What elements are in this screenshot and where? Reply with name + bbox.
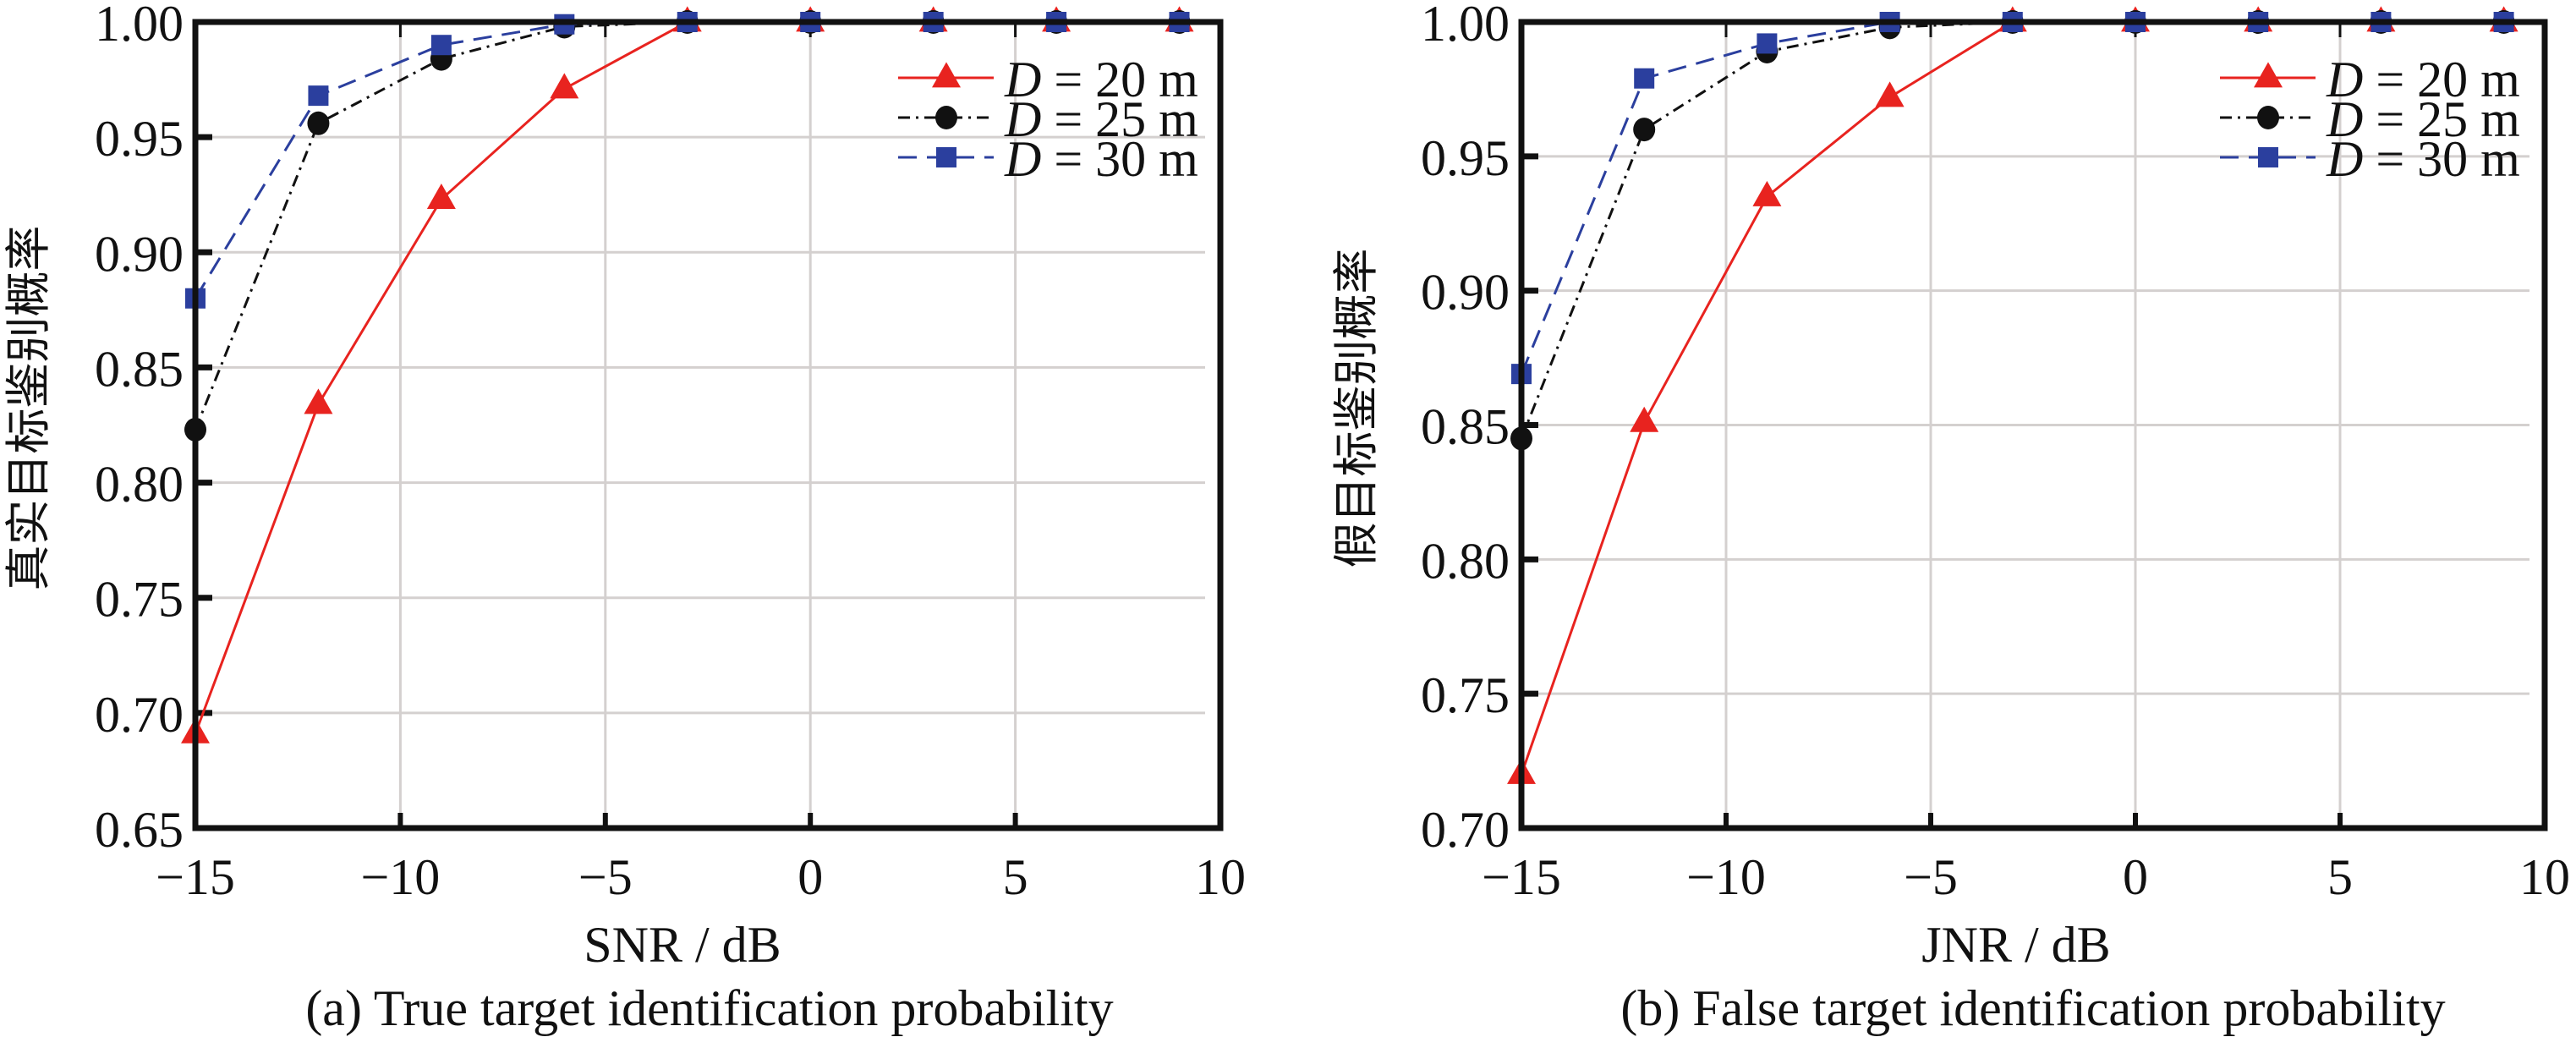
x-tick-label: 0 — [2123, 849, 2148, 905]
x-tick-label: −15 — [1482, 849, 1561, 905]
x-tick-label: −5 — [1904, 849, 1958, 905]
legend-label-variable: D — [2326, 52, 2363, 107]
y-tick-label: 0.75 — [1421, 667, 1510, 723]
figure-caption: (a) True target identification probabili… — [305, 980, 1113, 1036]
chart-false-target-identification: −15 −10 −5 0 5 10 0.70 0.75 0.80 0.85 0.90 0.95 1.00… — [1329, 0, 2570, 1036]
legend-marker-triangle — [2254, 62, 2283, 88]
y-tick-label: 0.80 — [1421, 533, 1510, 589]
grid — [195, 22, 1205, 828]
y-tick-label: 0.70 — [95, 687, 184, 743]
legend: D = 20 mD = 25 mD = 30 m — [2220, 52, 2520, 187]
legend-label-variable: D — [2326, 91, 2363, 147]
legend-label-value: = 30 m — [2363, 131, 2520, 187]
legend-label-variable: D — [1004, 131, 1041, 187]
legend-label-variable: D — [1004, 91, 1041, 147]
legend-label: D = 20 m — [1004, 52, 1198, 107]
grid — [1521, 22, 2529, 828]
x-tick-label: 5 — [1003, 849, 1028, 905]
data-point-triangle — [1630, 406, 1659, 432]
data-point-circle — [1633, 118, 1656, 142]
legend-label: D = 20 m — [2326, 52, 2520, 107]
y-tick-label: 0.70 — [1421, 802, 1510, 858]
legend-label-value: = 20 m — [2363, 52, 2520, 107]
x-tick-label: 10 — [1195, 849, 1246, 905]
x-tick-label: −15 — [156, 849, 235, 905]
legend-label-value: = 25 m — [2363, 91, 2520, 147]
legend-label-value: = 20 m — [1041, 52, 1198, 107]
y-tick-label: 0.90 — [95, 226, 184, 282]
y-tick-label: 0.90 — [1421, 265, 1510, 321]
y-axis-label: 真实目标鉴别概率 — [2, 226, 55, 591]
data-point-square — [1634, 68, 1655, 89]
legend-marker-circle — [2257, 106, 2279, 129]
plot-frame — [1518, 19, 2548, 831]
plot-frame — [192, 19, 1224, 831]
legend-label-variable: D — [1004, 52, 1041, 107]
data-point-circle — [307, 111, 330, 135]
data-point-triangle — [550, 73, 579, 99]
chart-true-target-identification: −15 −10 −5 0 5 10 0.65 0.70 0.75 0.80 0.85 0.90 0.95… — [2, 0, 1246, 1036]
y-tick-label: 0.80 — [95, 457, 184, 513]
legend-marker-square — [2258, 147, 2278, 167]
y-tick-label: 0.95 — [1421, 130, 1510, 186]
legend-marker-triangle — [932, 62, 961, 88]
x-tick-label: 5 — [2327, 849, 2353, 905]
legend-label: D = 30 m — [1004, 131, 1198, 187]
y-tick-label: 1.00 — [1421, 0, 1510, 52]
legend: D = 20 mD = 25 mD = 30 m — [898, 52, 1198, 187]
x-axis-label: SNR / dB — [584, 917, 781, 973]
legend-label-value: = 25 m — [1041, 91, 1198, 147]
data-point-triangle — [1875, 81, 1905, 107]
data-point-square — [308, 85, 329, 107]
x-tick-label: −10 — [1686, 849, 1766, 905]
legend-label: D = 30 m — [2326, 131, 2520, 187]
y-tick-label: 0.75 — [95, 572, 184, 628]
y-tick-label: 1.00 — [95, 0, 184, 52]
data-point-triangle — [1752, 180, 1782, 206]
data-point-square — [430, 35, 452, 56]
x-tick-label: 10 — [2519, 849, 2570, 905]
legend-label-variable: D — [2326, 131, 2363, 187]
y-tick-label: 0.85 — [95, 341, 184, 397]
x-axis-label: JNR / dB — [1921, 917, 2110, 973]
x-tick-label: −10 — [360, 849, 440, 905]
figure-caption: (b) False target identification probabil… — [1620, 980, 2445, 1036]
legend-label: D = 25 m — [2326, 91, 2520, 147]
y-axis-label: 假目标鉴别概率 — [1329, 249, 1383, 568]
legend-label-value: = 30 m — [1041, 131, 1198, 187]
legend-label: D = 25 m — [1004, 91, 1198, 147]
legend-marker-square — [936, 147, 956, 167]
y-tick-label: 0.85 — [1421, 399, 1510, 455]
y-tick-label: 0.65 — [95, 802, 184, 858]
x-tick-label: −5 — [578, 849, 633, 905]
data-point-triangle — [426, 184, 456, 210]
legend-marker-circle — [935, 106, 957, 129]
data-point-square — [1757, 33, 1778, 54]
data-point-triangle — [304, 388, 333, 414]
y-tick-label: 0.95 — [95, 111, 184, 167]
x-tick-label: 0 — [797, 849, 823, 905]
